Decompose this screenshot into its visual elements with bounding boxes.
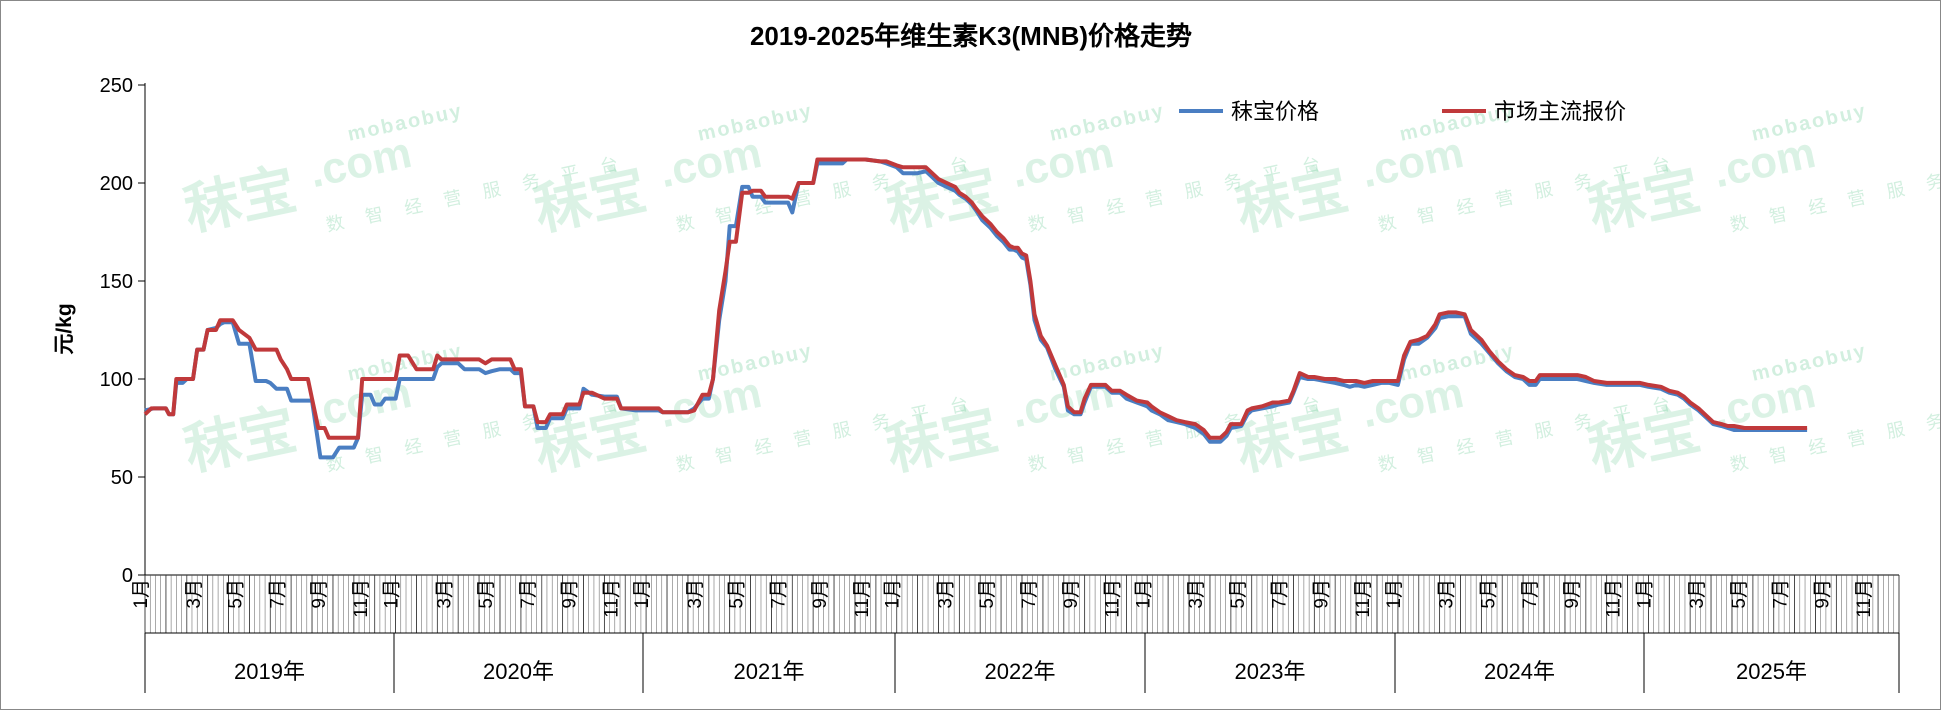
x-month-label: 5月 — [1478, 579, 1499, 609]
y-tick-label: 50 — [111, 467, 133, 489]
x-month-label: 11月 — [1854, 579, 1875, 618]
x-month-label: 11月 — [601, 579, 622, 618]
watermark-brand: 秣宝 — [179, 157, 302, 242]
x-month-label: 7月 — [768, 579, 789, 609]
x-year-label: 2020年 — [483, 659, 554, 684]
x-month-label: 1月 — [382, 579, 403, 609]
series-layer — [143, 157, 1808, 460]
x-month-label: 1月 — [1384, 579, 1405, 609]
x-month-label: 3月 — [1687, 579, 1708, 609]
y-tick-label: 200 — [100, 173, 133, 195]
x-year-label: 2019年 — [234, 659, 305, 684]
legend-label-mobao: 秣宝价格 — [1231, 99, 1319, 124]
x-month-label: 9月 — [1562, 579, 1583, 609]
x-month-label: 9月 — [1061, 579, 1082, 609]
y-tick-label: 0 — [122, 565, 133, 587]
x-month-label: 9月 — [810, 579, 831, 609]
x-month-label: 3月 — [434, 579, 455, 609]
chart-title: 2019-2025年维生素K3(MNB)价格走势 — [750, 21, 1192, 51]
watermark-brand: 秣宝 — [179, 397, 302, 482]
x-month-label: 3月 — [1186, 579, 1207, 609]
x-year-label: 2022年 — [985, 659, 1056, 684]
x-month-label: 3月 — [184, 579, 205, 609]
series-line-market — [143, 157, 1808, 440]
x-month-label: 11月 — [1103, 579, 1124, 618]
x-month-label: 7月 — [1520, 579, 1541, 609]
x-month-label: 5月 — [1228, 579, 1249, 609]
x-month-label: 11月 — [351, 579, 372, 618]
x-month-label: 3月 — [935, 579, 956, 609]
legend-label-market: 市场主流报价 — [1494, 99, 1626, 124]
x-year-label: 2023年 — [1235, 659, 1306, 684]
x-month-label: 11月 — [1604, 579, 1625, 618]
y-tick-label: 100 — [100, 369, 133, 391]
x-month-label: 1月 — [632, 579, 653, 609]
y-axis-label: 元/kg — [53, 303, 76, 354]
x-month-label: 1月 — [883, 579, 904, 609]
x-month-label: 5月 — [977, 579, 998, 609]
x-month-label: 3月 — [1437, 579, 1458, 609]
x-month-label: 5月 — [476, 579, 497, 609]
x-month-label: 7月 — [267, 579, 288, 609]
x-month-label: 7月 — [1771, 579, 1792, 609]
x-year-label: 2025年 — [1736, 659, 1807, 684]
x-month-label: 9月 — [1311, 579, 1332, 609]
x-axis: 1月 3月 5月 7月 9月 11月 1月 3月 5月 7月 9月 11月 1月 3月 5月 7月 9月 11月 1… — [131, 574, 1900, 693]
x-month-label: 5月 — [1729, 579, 1750, 609]
x-month-label: 5月 — [226, 579, 247, 609]
y-axis: 0 50 100 150 200 250 — [100, 75, 146, 587]
x-year-label: 2021年 — [734, 659, 805, 684]
x-month-label: 9月 — [309, 579, 330, 609]
x-month-label: 9月 — [1812, 579, 1833, 609]
x-month-label: 1月 — [131, 579, 152, 609]
x-month-label: 11月 — [1353, 579, 1374, 618]
legend: 秣宝价格 市场主流报价 — [1179, 99, 1626, 124]
x-month-label: 11月 — [852, 579, 873, 618]
x-month-label: 7月 — [1270, 579, 1291, 609]
x-year-label: 2024年 — [1484, 659, 1555, 684]
y-tick-label: 250 — [100, 75, 133, 97]
x-month-label: 5月 — [727, 579, 748, 609]
x-month-label: 3月 — [685, 579, 706, 609]
x-month-label: 9月 — [560, 579, 581, 609]
x-month-label: 1月 — [1133, 579, 1154, 609]
x-month-label: 7月 — [1019, 579, 1040, 609]
x-month-label: 7月 — [518, 579, 539, 609]
x-month-label: 1月 — [1634, 579, 1655, 609]
y-tick-label: 150 — [100, 271, 133, 293]
